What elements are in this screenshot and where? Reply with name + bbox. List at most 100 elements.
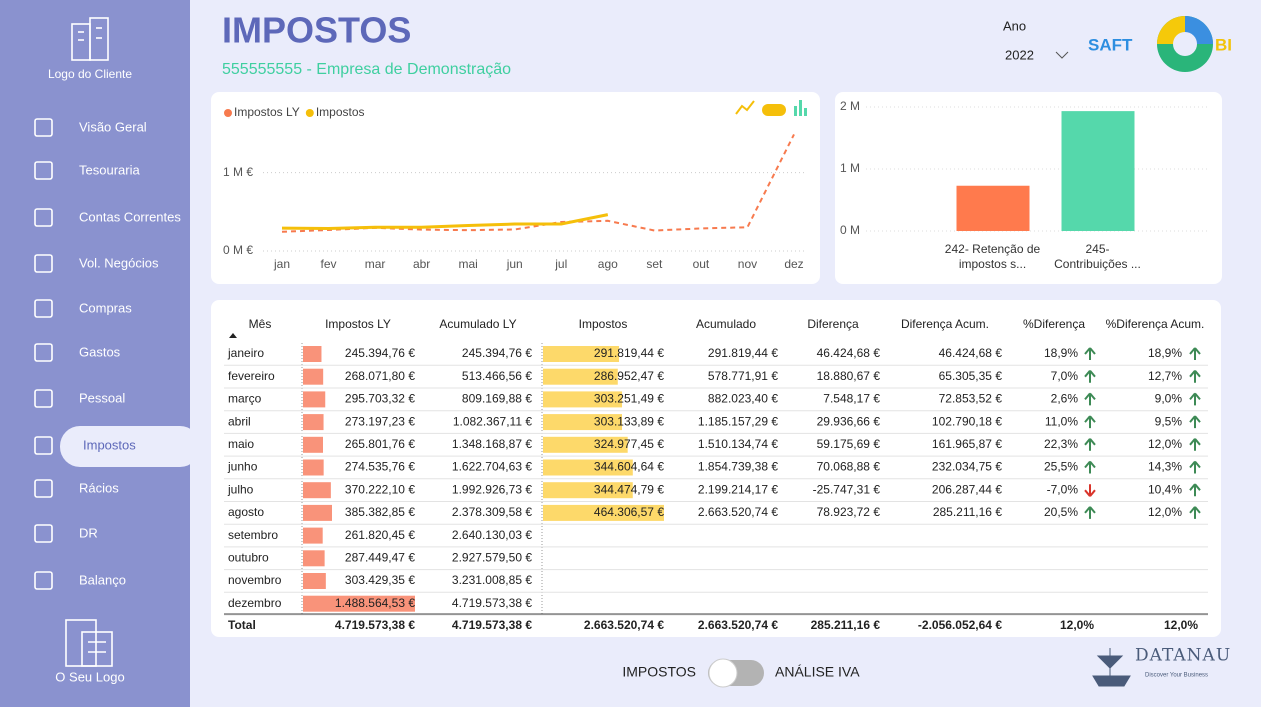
x-tick-label: jun xyxy=(506,257,523,271)
table-cell: 2.199.214,17 € xyxy=(698,482,778,496)
sidebar: Logo do Cliente O Seu Logo xyxy=(0,0,200,707)
nav-item[interactable]: Gastos xyxy=(79,344,121,359)
page-toggle[interactable]: IMPOSTOS ANÁLISE IVA xyxy=(622,658,860,688)
table-cell: 161.965,87 € xyxy=(932,437,1002,451)
table-cell: 18,9% xyxy=(1148,346,1182,360)
brand: DATANAU xyxy=(1135,646,1231,666)
nav-icon[interactable] xyxy=(34,299,53,318)
table-cell: 14,3% xyxy=(1148,460,1182,474)
client-logo-icon xyxy=(71,17,109,61)
filter-box[interactable] xyxy=(998,44,1074,68)
table-cell: 2.663.520,74 € xyxy=(698,505,778,519)
column-header[interactable]: Diferença xyxy=(807,317,859,331)
active-tab xyxy=(60,426,200,467)
x-tick-label: nov xyxy=(738,257,757,271)
nav-icon[interactable] xyxy=(34,479,53,498)
table-cell: 2.640.130,03 € xyxy=(452,528,532,542)
nav-item[interactable]: Contas Correntes xyxy=(79,209,181,224)
table-cell: 20,5% xyxy=(1044,505,1078,519)
nav-icon[interactable] xyxy=(34,254,53,273)
legend-label: Impostos xyxy=(316,105,365,119)
x-tick-label: fev xyxy=(321,257,337,271)
table-cell: 513.466,56 € xyxy=(462,369,532,383)
nav-item[interactable]: Compras xyxy=(79,300,132,315)
filter-label: Ano xyxy=(1003,18,1026,33)
arrow-up xyxy=(1189,483,1201,497)
nav-icon[interactable] xyxy=(34,571,53,590)
bar-icon[interactable] xyxy=(799,100,802,116)
table-cell: dezembro xyxy=(228,596,282,610)
table-cell: março xyxy=(228,392,262,406)
arrow-up xyxy=(1189,506,1201,519)
nav-item[interactable]: DR xyxy=(79,525,98,540)
nav-item[interactable]: Vol. Negócios xyxy=(79,255,159,270)
saft-logo-hole xyxy=(1173,32,1197,56)
data-bar xyxy=(543,391,623,408)
table-cell: janeiro xyxy=(227,346,264,360)
filter-value[interactable]: 2022 xyxy=(1005,47,1034,62)
table-cell: 7,0% xyxy=(1051,369,1079,383)
nav-item[interactable]: Balanço xyxy=(79,572,126,587)
x-tick-label: 242- Retenção de impostos s... xyxy=(945,242,1040,271)
line-series xyxy=(281,213,609,231)
nav-icon[interactable] xyxy=(34,208,53,227)
year-filter[interactable]: 2022 xyxy=(998,44,1074,68)
table-cell: 291.819,44 € xyxy=(708,346,778,360)
data-bar xyxy=(303,368,324,385)
total-cell: 12,0% xyxy=(1060,618,1094,632)
sidebar-bg xyxy=(0,0,190,707)
column-header[interactable]: Impostos LY xyxy=(325,317,391,331)
table-cell: 245.394,76 € xyxy=(462,346,532,360)
nav-item[interactable]: Tesouraria xyxy=(79,162,140,177)
total-cell: 285.211,16 € xyxy=(811,618,881,632)
table-cell: 303.133,89 € xyxy=(594,414,664,428)
toggle-knob[interactable] xyxy=(708,658,738,688)
chart-toolbar[interactable] xyxy=(735,100,807,116)
column-header[interactable]: %Diferença xyxy=(1023,317,1085,331)
column-header[interactable]: Acumulado xyxy=(696,317,756,331)
line-icon[interactable] xyxy=(735,100,755,115)
table-cell: -7,0% xyxy=(1047,482,1079,496)
table-cell: 285.211,16 € xyxy=(933,505,1003,519)
total-cell: Total xyxy=(228,618,256,632)
nav-icon[interactable] xyxy=(34,118,53,137)
data-bar xyxy=(543,436,628,453)
nav-item[interactable]: Visão Geral xyxy=(79,119,147,134)
nav-icon[interactable] xyxy=(34,343,53,362)
arrow-up xyxy=(1084,370,1096,383)
total-cell: 12,0% xyxy=(1164,618,1198,632)
nav-item[interactable]: Pessoal xyxy=(79,390,125,405)
table-cell: 232.034,75 € xyxy=(932,460,1002,474)
bar-icon[interactable] xyxy=(804,108,807,116)
chevron[interactable] xyxy=(1055,51,1069,59)
nav-icon[interactable] xyxy=(34,389,53,408)
total-cell: 4.719.573,38 € xyxy=(335,618,415,632)
nav-item[interactable]: Impostos xyxy=(83,437,136,452)
column-header[interactable]: Mês xyxy=(249,317,272,331)
table-cell: 265.801,76 € xyxy=(345,437,415,451)
bar-icon[interactable] xyxy=(794,106,797,116)
column-header[interactable]: Impostos xyxy=(579,317,628,331)
data-bar xyxy=(303,573,326,589)
table-cell: 1.348.168,87 € xyxy=(452,437,532,451)
column-header[interactable]: Acumulado LY xyxy=(439,317,516,331)
logo-text: BI xyxy=(1215,35,1232,54)
arrow-up xyxy=(1189,438,1201,451)
column-header[interactable]: %Diferença Acum. xyxy=(1106,317,1205,331)
nav-icon[interactable] xyxy=(34,436,53,455)
page-subtitle: 555555555 - Empresa de Demonstração xyxy=(222,61,511,78)
column-header[interactable]: Diferença Acum. xyxy=(901,317,989,331)
table-cell: 3.231.008,85 € xyxy=(452,573,532,587)
nav-item[interactable]: Rácios xyxy=(79,480,119,495)
arrow-up xyxy=(1084,392,1096,406)
table-cell: 1.185.157,29 € xyxy=(698,414,778,428)
toggle-label[interactable]: ANÁLISE IVA xyxy=(775,664,860,680)
data-bar xyxy=(303,550,325,567)
toggle-icon[interactable] xyxy=(762,104,786,116)
data-bar xyxy=(543,414,622,431)
nav-icon[interactable] xyxy=(34,161,53,180)
nav-icon[interactable] xyxy=(34,524,53,543)
toggle-label[interactable]: IMPOSTOS xyxy=(622,664,696,680)
arrow-up xyxy=(1084,460,1096,474)
legend-label: Impostos LY xyxy=(234,105,300,119)
